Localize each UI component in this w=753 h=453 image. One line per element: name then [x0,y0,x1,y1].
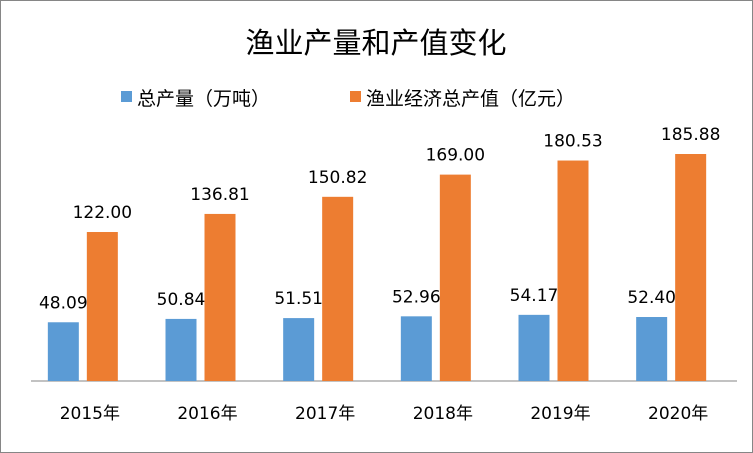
x-tick-label: 2017年 [295,404,355,424]
data-label: 180.53 [543,132,602,152]
x-tick-label: 2019年 [530,404,590,424]
legend: 总产量（万吨） 渔业经济总产值（亿元） [121,88,575,110]
data-label: 169.00 [426,146,485,166]
x-tick-label: 2018年 [413,404,473,424]
bar-total-output [165,318,197,381]
bar-output-value [439,174,471,381]
data-label: 122.00 [73,203,132,223]
bar-total-output [636,317,668,381]
bar-total-output [400,316,432,381]
bar-total-output [47,322,79,381]
data-label: 136.81 [190,185,249,205]
data-label: 185.88 [661,125,720,145]
bar-output-value [86,232,118,381]
bar-output-value [204,213,236,381]
x-tick-label: 2016年 [177,404,237,424]
bar-total-output [283,318,315,381]
bar-output-value [322,196,354,381]
x-tick-label: 2020年 [648,404,708,424]
legend-label-total-output: 总产量（万吨） [137,88,270,110]
legend-label-output-value: 渔业经济总产值（亿元） [366,88,575,110]
bar-total-output [518,314,550,381]
data-label: 150.82 [308,168,367,188]
data-label: 54.17 [510,286,559,306]
x-tick-label: 2015年 [60,404,120,424]
bar-output-value [557,160,589,381]
data-label: 50.84 [157,290,206,310]
data-label: 48.09 [39,293,88,313]
legend-swatch-total-output [121,91,132,102]
data-label: 52.40 [627,288,676,308]
data-label: 51.51 [274,289,323,309]
bar-output-value [675,154,707,381]
data-label: 52.96 [392,287,441,307]
chart-title: 渔业产量和产值变化 [245,26,506,60]
legend-swatch-output-value [350,91,361,102]
